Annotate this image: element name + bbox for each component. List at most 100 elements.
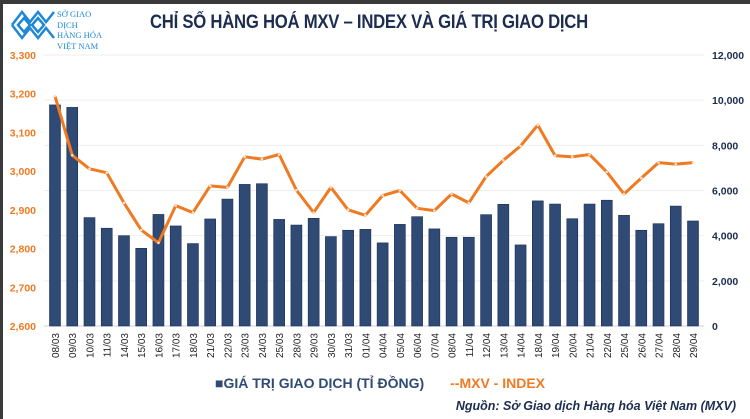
x-axis-tick-label: 04/04	[379, 333, 390, 358]
bar	[307, 217, 320, 327]
chart-title: CHỈ SỐ HÀNG HOÁ MXV – INDEX VÀ GIÁ TRỊ G…	[150, 12, 588, 33]
x-axis-tick-label: 08/04	[448, 333, 459, 358]
bar	[618, 215, 630, 327]
logo-text-line1: SỞ GIAO DỊCH	[57, 9, 92, 30]
index-point	[484, 175, 488, 178]
legend-item-line: --MXV - INDEX	[450, 375, 546, 391]
bar	[566, 218, 579, 327]
index-point	[381, 194, 384, 197]
index-point	[295, 188, 298, 192]
bar	[600, 199, 613, 327]
bar	[273, 219, 285, 327]
left-axis-tick-label: 3,100	[10, 127, 36, 139]
legend-item-bar: ■GIÁ TRỊ GIAO DỊCH (TỈ ĐỒNG)	[215, 375, 425, 391]
bar	[256, 183, 268, 327]
index-point	[588, 153, 591, 156]
bar	[652, 223, 665, 327]
bar	[169, 225, 182, 327]
bar	[480, 214, 492, 327]
right-axis-tick-label: 12,000	[712, 50, 744, 62]
x-axis-tick-label: 21/04	[586, 333, 597, 358]
index-point	[450, 192, 453, 196]
index-point	[88, 167, 91, 171]
x-axis-tick-label: 11/03	[103, 333, 114, 358]
bar	[376, 242, 389, 327]
index-point	[70, 153, 74, 157]
legend: ■GIÁ TRỊ GIAO DỊCH (TỈ ĐỒNG) --MXV - IND…	[215, 375, 545, 391]
legend-label-line: MXV - INDEX	[459, 375, 546, 391]
index-line	[53, 95, 694, 245]
bar	[118, 235, 130, 327]
x-axis-tick-label: 01/04	[361, 333, 372, 358]
x-axis-tick-label: 13/04	[499, 333, 510, 358]
index-point	[139, 228, 143, 232]
bar	[204, 218, 216, 327]
left-axis-tick-label: 2,700	[10, 282, 36, 294]
bar	[290, 224, 303, 327]
index-point	[53, 94, 57, 98]
right-axis-tick-label: 2,000	[712, 276, 738, 288]
index-point	[208, 184, 212, 188]
x-axis-tick-label: 05/04	[396, 333, 407, 358]
bar	[669, 205, 682, 327]
bar	[49, 104, 61, 327]
window-frame-left	[0, 0, 3, 419]
bar	[152, 214, 165, 327]
x-axis-tick-label: 19/04	[551, 333, 562, 358]
logo-text-line2: HÀNG HÓA	[57, 30, 103, 40]
left-axis-tick-label: 3,300	[10, 50, 36, 62]
index-point	[536, 123, 540, 127]
x-axis-tick-label: 27/04	[655, 333, 666, 358]
x-axis-tick-label: 25/04	[620, 333, 631, 358]
x-axis-tick-label: 23/03	[241, 333, 252, 358]
index-point	[570, 155, 574, 159]
bar	[428, 228, 441, 327]
right-axis-tick-label: 4,000	[712, 231, 738, 243]
bar	[394, 224, 406, 327]
bar	[135, 248, 148, 327]
x-axis-tick-label: 14/04	[517, 333, 528, 358]
x-axis-tick-label: 08/03	[51, 333, 62, 358]
index-point	[243, 155, 246, 159]
bar	[100, 227, 113, 327]
left-axis-tick-label: 2,900	[10, 205, 36, 217]
x-axis-tick-label: 07/04	[430, 333, 441, 358]
x-axis-tick-label: 06/04	[413, 333, 424, 358]
index-point	[329, 186, 333, 189]
index-point	[639, 176, 643, 180]
x-axis-tick-label: 11/04	[465, 333, 476, 358]
index-point	[691, 161, 695, 164]
bar	[687, 220, 699, 327]
x-axis-tick-label: 28/03	[292, 333, 303, 358]
window-frame-top	[0, 0, 750, 4]
left-axis-tick-label: 2,800	[10, 244, 36, 256]
x-axis-tick-label: 29/04	[689, 333, 700, 358]
x-axis-tick-label: 29/03	[310, 333, 321, 358]
index-point	[657, 161, 660, 164]
source-note: Nguồn: Sở Giao dịch Hàng hóa Việt Nam (M…	[455, 399, 736, 413]
left-axis-tick-label: 2,600	[10, 321, 36, 333]
index-point	[467, 201, 471, 205]
index-point	[502, 159, 505, 162]
index-point	[674, 162, 678, 166]
bar	[411, 216, 423, 327]
x-axis-tick-label: 22/03	[223, 333, 234, 358]
x-axis-tick-label: 21/03	[206, 333, 217, 358]
bar	[514, 244, 527, 327]
index-point	[415, 207, 419, 210]
right-axis-tick-label: 10,000	[712, 95, 744, 107]
x-axis-tick-label: 24/03	[258, 333, 269, 358]
x-axis-tick-label: 09/03	[68, 333, 79, 358]
index-point	[346, 208, 350, 212]
bar	[342, 229, 354, 327]
bar	[583, 203, 596, 327]
left-axis-tick-label: 3,200	[10, 89, 36, 101]
bar	[221, 198, 234, 327]
bar	[66, 107, 79, 327]
x-axis-tick-label: 18/03	[189, 333, 200, 358]
index-point	[364, 213, 367, 217]
index-point	[433, 209, 436, 212]
bar	[83, 217, 96, 327]
index-point	[622, 192, 626, 196]
bar	[187, 243, 199, 327]
